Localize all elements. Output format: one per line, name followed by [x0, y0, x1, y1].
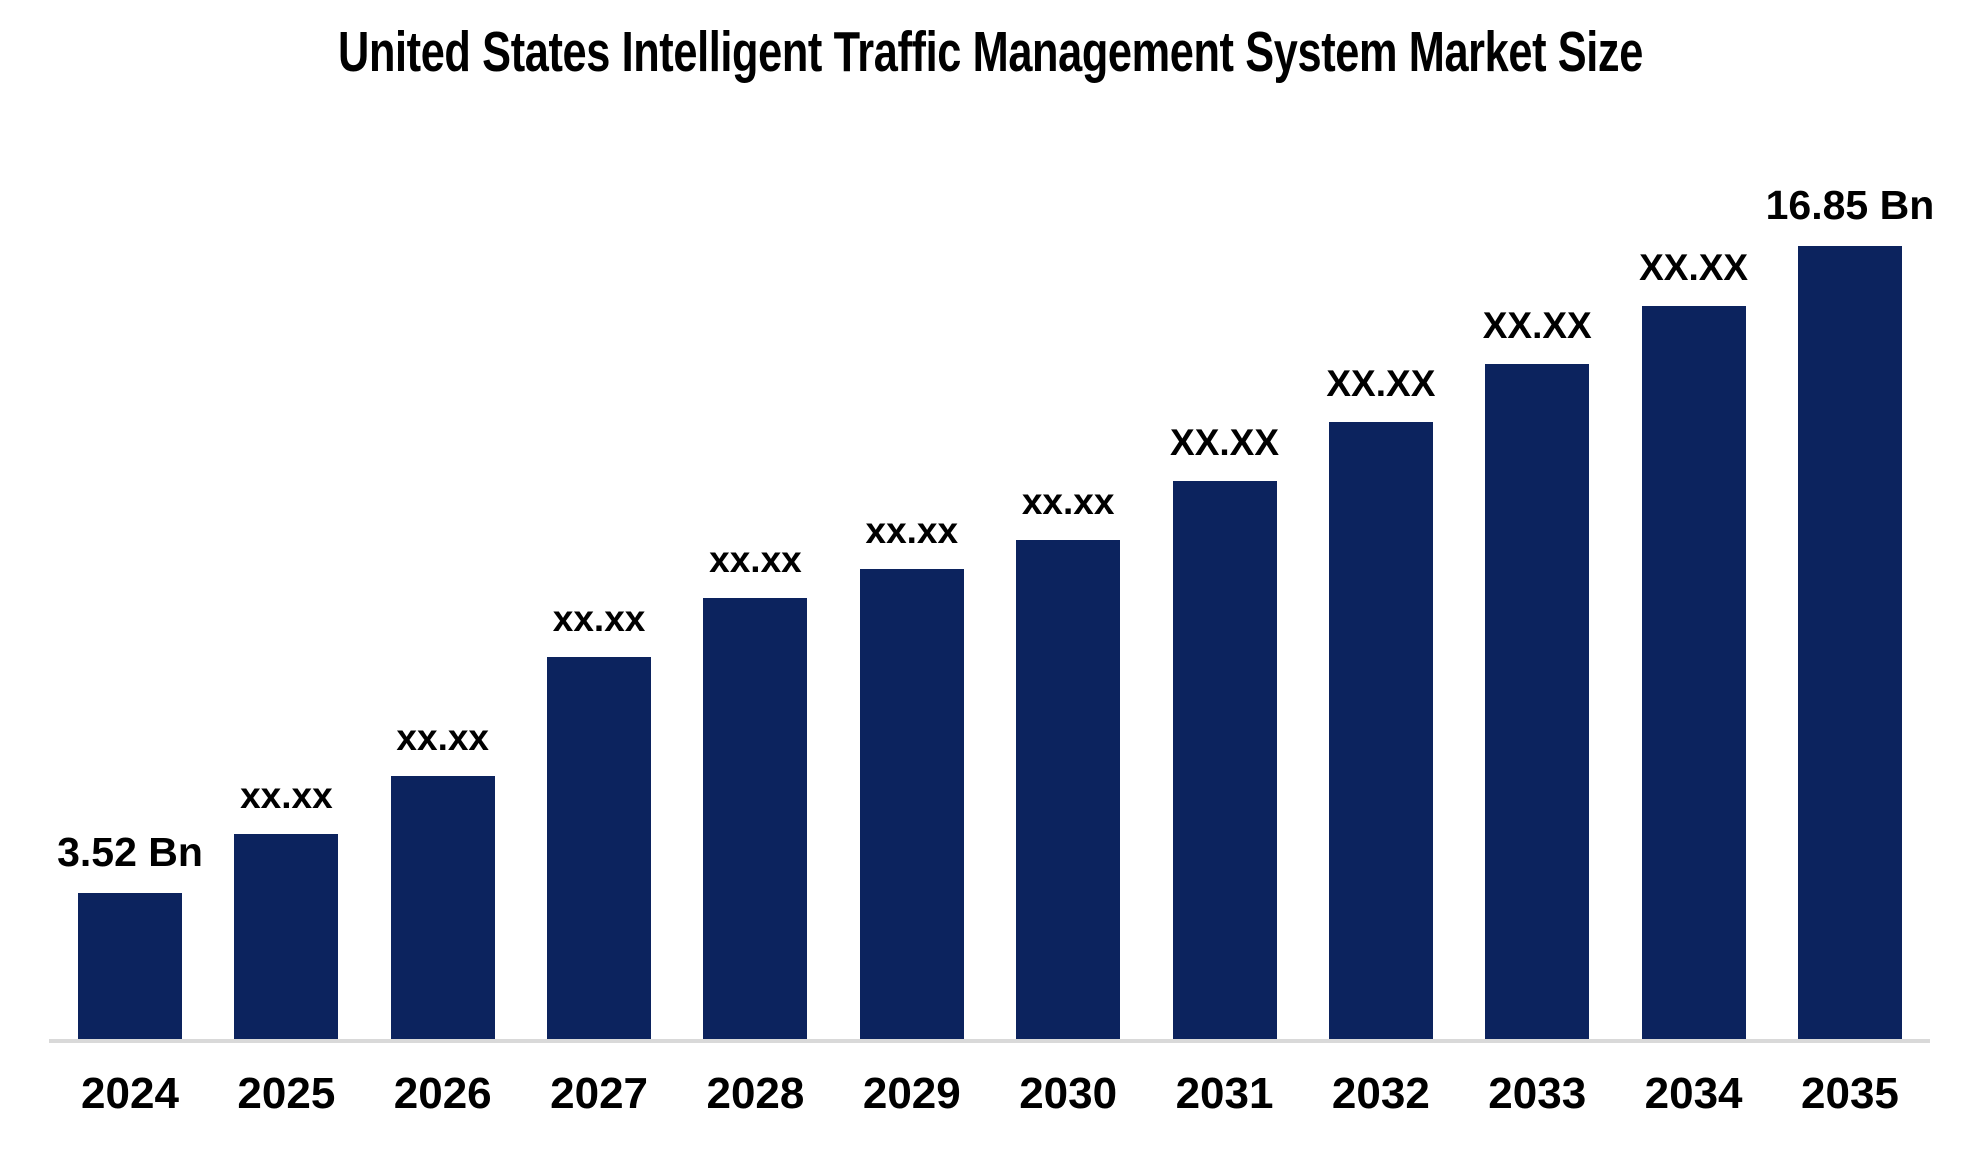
bar-group: xx.xx	[1016, 0, 1121, 1039]
bar-value-label: XX.XX	[1639, 247, 1749, 288]
plot-area: 3.52 Bn xx.xx xx.xx xx.xx xx.xx xx.xx xx.xx XX.…	[57, 0, 1934, 1039]
bar	[859, 569, 964, 1039]
bar-value-label: 3.52 Bn	[57, 829, 203, 875]
x-axis-tick-label: 2033	[1488, 1069, 1587, 1118]
bar-value-label: xx.xx	[552, 598, 646, 639]
bar-value-label: xx.xx	[396, 717, 490, 758]
bar-group: 3.52 Bn	[57, 0, 203, 1039]
x-axis-tick-label: 2031	[1175, 1069, 1274, 1118]
x-axis-tick-label: 2032	[1331, 1069, 1430, 1118]
bar-group: XX.XX	[1326, 0, 1436, 1039]
bar-value-label: 16.85 Bn	[1765, 182, 1935, 228]
bar-group: xx.xx	[703, 0, 808, 1039]
bar-value-label: xx.xx	[709, 539, 802, 580]
bar-value-label: XX.XX	[1482, 305, 1592, 346]
bar-group: xx.xx	[390, 0, 495, 1039]
x-axis-tick-label: 2027	[550, 1069, 649, 1118]
bar	[1485, 364, 1590, 1039]
bar	[1172, 481, 1277, 1039]
bar-group: XX.XX	[1639, 0, 1749, 1039]
bar	[234, 834, 339, 1039]
bar-group: xx.xx	[547, 0, 652, 1039]
bar-group: XX.XX	[1170, 0, 1280, 1039]
bar-value-label: xx.xx	[1021, 481, 1115, 522]
x-axis-tick-label: 2030	[1019, 1069, 1118, 1118]
bar	[547, 657, 652, 1039]
bar-group: 16.85 Bn	[1766, 0, 1934, 1039]
bar	[1328, 422, 1433, 1039]
bar	[1797, 246, 1902, 1039]
bar-value-label: XX.XX	[1326, 363, 1436, 404]
bar-value-label: xx.xx	[240, 775, 333, 816]
bar	[703, 598, 808, 1039]
bar-group: xx.xx	[234, 0, 339, 1039]
x-axis-tick-label: 2026	[393, 1069, 492, 1118]
bar	[390, 776, 495, 1039]
bar-group: xx.xx	[859, 0, 964, 1039]
x-axis-tick-label: 2035	[1801, 1069, 1899, 1118]
x-axis-tick-label: 2025	[237, 1069, 336, 1118]
bar-value-label: XX.XX	[1170, 422, 1280, 463]
chart-title-text: United States Intelligent Traffic Manage…	[337, 20, 1643, 84]
x-axis-tick-label: 2028	[706, 1069, 805, 1118]
bar-group: XX.XX	[1482, 0, 1592, 1039]
bar	[78, 893, 182, 1039]
x-axis-tick-label: 2034	[1644, 1069, 1743, 1118]
x-axis-tick-label: 2024	[81, 1069, 179, 1118]
chart-title: United States Intelligent Traffic Manage…	[0, 20, 1980, 86]
bar-value-label: xx.xx	[865, 510, 959, 551]
bar	[1016, 540, 1121, 1039]
bar	[1641, 306, 1746, 1039]
x-axis-tick-label: 2029	[862, 1069, 961, 1118]
x-axis-tick-row: 2024 2025 2026 2027 2028 2029 2030 2031 2032 2033…	[78, 1069, 1902, 1118]
x-axis-line	[49, 1039, 1930, 1043]
